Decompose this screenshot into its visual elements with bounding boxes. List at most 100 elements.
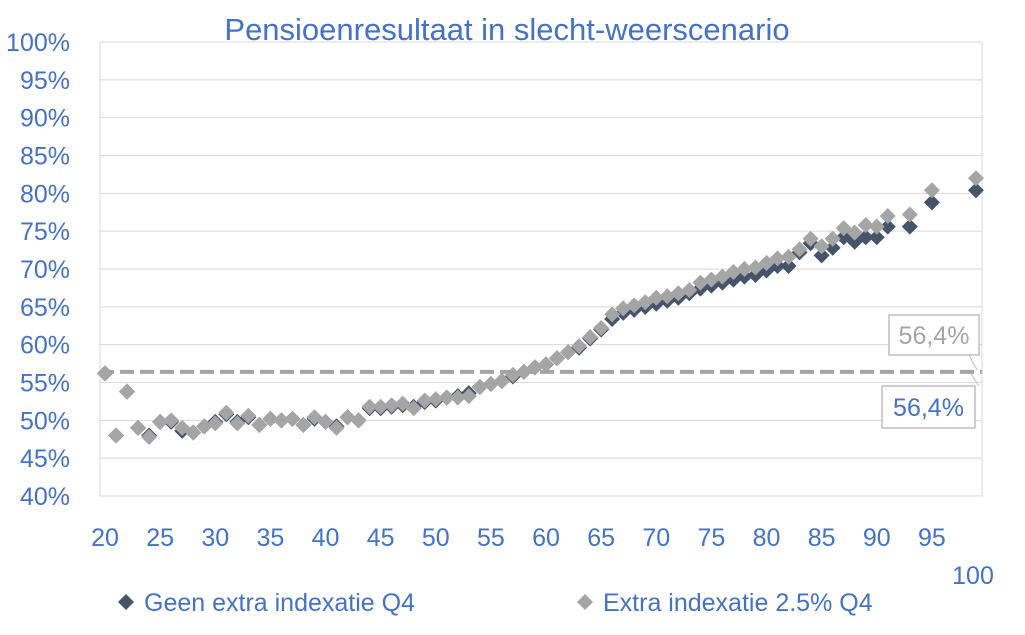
annotations: 56,4% 56,4% — [881, 314, 980, 429]
x-tick-label: 95 — [918, 524, 946, 552]
y-tick-label: 60% — [20, 332, 70, 360]
annotation-leader — [968, 354, 978, 371]
y-tick-label: 50% — [20, 407, 70, 435]
data-point — [295, 416, 312, 433]
data-point — [879, 208, 896, 225]
data-point — [240, 407, 257, 424]
data-point — [163, 412, 180, 429]
annotation-label: 56,4% — [888, 314, 980, 371]
chart-title: Pensioenresultaat in slecht-weerscenario — [224, 12, 789, 47]
data-point — [868, 218, 885, 235]
data-points — [97, 170, 984, 445]
data-point — [119, 383, 136, 400]
data-point — [780, 257, 797, 274]
data-point — [582, 329, 599, 346]
legend-marker-icon — [118, 594, 134, 610]
data-point — [284, 410, 301, 427]
data-point — [923, 182, 940, 199]
data-point — [648, 289, 665, 306]
data-point — [130, 419, 147, 436]
legend-item-1: Geen extra indexatie Q4 — [118, 589, 415, 617]
data-point — [350, 412, 367, 429]
x-tick-label: 65 — [587, 524, 615, 552]
data-point — [868, 229, 885, 246]
data-point — [416, 392, 433, 409]
x-tick-label: 80 — [753, 524, 781, 552]
data-point — [813, 247, 830, 264]
y-tick-label: 75% — [20, 218, 70, 246]
data-point — [901, 206, 918, 223]
x-tick-label: 25 — [146, 524, 174, 552]
data-point — [185, 424, 202, 441]
data-point — [681, 282, 698, 299]
data-point — [824, 230, 841, 247]
x-tick-label: 75 — [697, 524, 725, 552]
y-tick-label: 65% — [20, 294, 70, 322]
x-tick-label: 20 — [91, 524, 119, 552]
y-tick-label: 100% — [6, 29, 70, 57]
data-point — [857, 217, 874, 234]
data-point — [901, 218, 918, 235]
y-tick-label: 95% — [20, 67, 70, 95]
data-point — [813, 238, 830, 255]
data-point — [604, 306, 621, 323]
data-point — [460, 388, 477, 405]
annotation-label: 56,4% — [881, 373, 980, 429]
data-point — [449, 389, 466, 406]
data-point — [372, 398, 389, 415]
data-point — [549, 350, 566, 367]
data-point — [383, 397, 400, 414]
legend-label: Extra indexatie 2.5% Q4 — [603, 589, 873, 617]
x-tick-label: 35 — [256, 524, 284, 552]
data-point — [769, 250, 786, 267]
data-point — [736, 261, 753, 277]
data-point — [108, 427, 125, 444]
x-tick-label: 40 — [312, 524, 340, 552]
y-tick-label: 90% — [20, 105, 70, 133]
legend: Geen extra indexatie Q4 Extra indexatie 2… — [118, 589, 873, 617]
data-point — [141, 428, 158, 445]
data-point — [791, 241, 808, 258]
data-point — [758, 254, 775, 271]
y-axis-ticks: 100% 95% 90% 85% 80% 75% 70% 65% 60% 55% 50% 45% 40% — [6, 29, 70, 511]
y-tick-label: 40% — [20, 483, 70, 511]
x-tick-label: 60 — [532, 524, 560, 552]
data-point — [879, 218, 896, 235]
x-tick-label: 55 — [477, 524, 505, 552]
data-point — [571, 338, 588, 355]
data-point — [317, 413, 334, 430]
data-point — [251, 416, 268, 433]
y-tick-label: 85% — [20, 143, 70, 171]
plot-area-border — [99, 41, 983, 497]
annotation-text: 56,4% — [893, 394, 964, 422]
y-tick-label: 45% — [20, 445, 70, 473]
legend-item-2: Extra indexatie 2.5% Q4 — [577, 589, 873, 617]
data-point — [262, 410, 279, 427]
data-point — [229, 415, 246, 432]
y-tick-label: 55% — [20, 370, 70, 398]
data-point — [923, 194, 940, 211]
data-point — [218, 404, 235, 421]
data-point — [560, 344, 577, 361]
data-point — [405, 400, 422, 417]
data-point — [780, 248, 797, 265]
x-tick-label-end: 100 — [952, 562, 994, 590]
series-2 — [97, 170, 984, 445]
data-point — [824, 239, 841, 256]
data-point — [152, 413, 169, 430]
data-point — [538, 356, 554, 373]
gridlines — [100, 41, 982, 497]
data-point — [273, 412, 290, 429]
data-point — [802, 230, 819, 247]
data-point — [593, 320, 610, 337]
y-tick-label: 70% — [20, 256, 70, 284]
x-tick-label: 50 — [422, 524, 450, 552]
data-point — [97, 365, 113, 382]
data-point — [967, 182, 984, 199]
data-point — [967, 170, 984, 187]
annotation-box — [881, 385, 976, 429]
annotation-text: 56,4% — [899, 322, 970, 350]
data-point — [438, 389, 455, 406]
